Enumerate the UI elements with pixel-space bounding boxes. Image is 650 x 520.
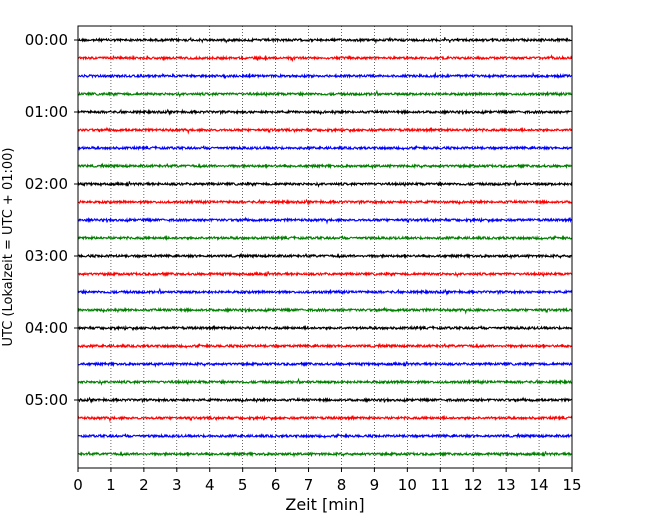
x-tick-label: 2 xyxy=(139,476,149,494)
x-tick-label: 0 xyxy=(73,476,83,494)
trace-0200 xyxy=(77,179,573,188)
trace-0530 xyxy=(77,432,573,440)
y-tick-label: 01:00 xyxy=(25,103,68,121)
y-tick-label: 02:00 xyxy=(25,175,68,193)
x-tick-label: 11 xyxy=(431,476,450,494)
y-tick-label: 03:00 xyxy=(25,247,68,265)
trace-0015 xyxy=(77,54,573,63)
trace-0045 xyxy=(77,89,573,98)
trace-0230 xyxy=(78,216,573,225)
trace-0100 xyxy=(77,108,573,116)
x-tick-label: 13 xyxy=(497,476,516,494)
x-tick-label: 12 xyxy=(464,476,483,494)
trace-0115 xyxy=(77,126,573,135)
y-axis: 00:00 01:00 02:00 03:00 04:00 05:00 xyxy=(25,31,78,409)
plot-frame xyxy=(77,25,573,469)
x-tick-label: 7 xyxy=(304,476,314,494)
trace-0130 xyxy=(77,144,573,152)
trace-0345 xyxy=(77,306,573,315)
x-axis-label: Zeit [min] xyxy=(285,495,364,514)
trace-group xyxy=(77,36,573,458)
trace-0315 xyxy=(77,270,573,278)
x-tick-label: 15 xyxy=(562,476,581,494)
x-tick-label: 4 xyxy=(205,476,215,494)
trace-0245 xyxy=(77,234,573,242)
x-tick-label: 6 xyxy=(271,476,281,494)
x-axis: 0 1 2 3 4 5 6 7 8 9 10 11 12 13 14 15 xyxy=(73,468,582,494)
x-tick-label: 9 xyxy=(370,476,380,494)
x-tick-label: 3 xyxy=(172,476,182,494)
trace-0545 xyxy=(77,450,573,458)
trace-0430 xyxy=(77,360,573,368)
y-tick-label: 00:00 xyxy=(25,31,68,49)
trace-0415 xyxy=(77,342,573,350)
trace-0515 xyxy=(77,414,573,423)
trace-0215 xyxy=(77,198,573,206)
trace-0030 xyxy=(77,71,573,80)
x-tick-label: 5 xyxy=(238,476,248,494)
x-tick-label: 1 xyxy=(106,476,116,494)
trace-0145 xyxy=(77,162,573,170)
x-tick-label: 14 xyxy=(530,476,549,494)
trace-0000 xyxy=(77,36,573,45)
y-tick-label: 04:00 xyxy=(25,319,68,337)
x-tick-label: 10 xyxy=(398,476,417,494)
y-tick-label: 05:00 xyxy=(25,391,68,409)
trace-0330 xyxy=(77,287,573,296)
trace-0400 xyxy=(77,324,573,332)
trace-0445 xyxy=(77,377,573,386)
trace-0500 xyxy=(77,396,573,404)
y-axis-label: UTC (Lokalzeit = UTC + 01:00) xyxy=(1,148,16,347)
trace-0300 xyxy=(77,252,573,260)
x-tick-label: 8 xyxy=(337,476,347,494)
